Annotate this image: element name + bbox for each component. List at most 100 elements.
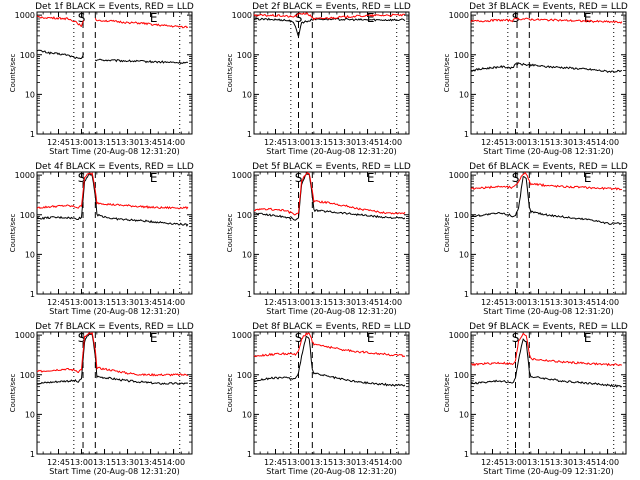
y-axis-label: Counts/sec [443,374,451,413]
x-tick-label: 12:45 [481,138,504,147]
series-line-lld [470,332,623,367]
y-tick-label: 1 [464,130,469,139]
y-tick-label: 100 [20,211,35,220]
marker-s: S [295,11,303,25]
chart-title: Det 5f BLACK = Events, RED = LLD [252,162,411,172]
plot-frame [253,11,410,135]
chart-panel-7: Det 7f BLACK = Events, RED = LLD 1 10 100 10… [9,322,194,476]
marker-s: S [512,171,520,185]
x-tick-label: 13:00 [70,138,93,147]
x-tick-label: 13:00 [70,298,93,307]
y-tick-label: 1 [30,130,35,139]
x-tick-label: 13:45 [573,458,596,467]
x-tick-label: 13:30 [116,138,139,147]
x-tick-label: 14:00 [162,458,185,467]
series-line-lld [37,331,188,377]
x-tick-label: 13:15 [527,298,550,307]
y-tick-label: 10 [25,90,35,99]
y-axis-label: Counts/sec [226,214,234,253]
marker-s: S [512,331,520,345]
x-axis-label: Start Time (20-Aug-08 12:31:20) [483,307,614,316]
chart-panel-1: Det 1f BLACK = Events, RED = LLD 1 10 100 10… [9,2,194,156]
x-axis-label: Start Time (20-Aug-08 12:31:20) [49,307,180,316]
x-tick-label: 13:45 [139,458,162,467]
series-line-lld [253,332,406,358]
y-tick-label: 1000 [449,331,469,340]
chart-panel-6: Det 6f BLACK = Events, RED = LLD 1 10 100 10… [443,162,628,316]
chart-title: Det 8f BLACK = Events, RED = LLD [252,322,411,332]
marker-e: E [584,11,592,25]
marker-s: S [78,11,86,25]
x-tick-label: 13:30 [333,458,356,467]
marker-e: E [150,11,158,25]
y-tick-label: 1000 [449,171,469,180]
marker-s: S [295,331,303,345]
y-axis-label: Counts/sec [226,374,234,413]
y-tick-label: 1000 [232,331,252,340]
y-axis-label: Counts/sec [9,54,17,93]
marker-e: E [367,11,375,25]
x-tick-label: 12:45 [47,138,70,147]
x-tick-label: 13:30 [333,298,356,307]
series-line-events [36,49,189,65]
x-tick-label: 13:00 [504,458,527,467]
chart-panel-5: Det 5f BLACK = Events, RED = LLD 1 10 100 10… [226,162,411,316]
x-tick-label: 12:45 [264,458,287,467]
y-axis-label: Counts/sec [9,374,17,413]
marker-s: S [295,171,303,185]
y-tick-label: 10 [242,410,252,419]
marker-e: E [584,171,592,185]
y-tick-label: 10 [242,250,252,259]
x-tick-label: 13:30 [550,138,573,147]
x-axis-label: Start Time (20-Aug-08 12:31:20) [49,147,180,156]
x-tick-label: 14:00 [596,458,619,467]
plot-frame [36,11,193,135]
y-tick-label: 100 [237,51,252,60]
x-tick-label: 13:15 [93,458,116,467]
x-tick-label: 13:45 [356,138,379,147]
y-tick-label: 1000 [15,171,35,180]
x-axis-label: Start Time (20-Aug-08 12:31:20) [266,467,397,476]
x-tick-label: 13:00 [70,458,93,467]
y-tick-label: 10 [459,410,469,419]
x-tick-label: 13:30 [116,458,139,467]
x-axis-label: Start Time (20-Aug-08 12:31:20) [266,147,397,156]
marker-e: E [150,331,158,345]
plot-frame [36,331,193,455]
y-tick-label: 100 [20,51,35,60]
chart-title: Det 3f BLACK = Events, RED = LLD [469,2,628,12]
chart-panel-9: Det 9f BLACK = Events, RED = LLD 1 10 100 10… [443,322,628,476]
y-tick-label: 100 [237,371,252,380]
chart-title: Det 9f BLACK = Events, RED = LLD [469,322,628,332]
chart-title: Det 7f BLACK = Events, RED = LLD [35,322,194,332]
y-tick-label: 100 [454,51,469,60]
y-tick-label: 1 [247,450,252,459]
y-tick-label: 1000 [449,11,469,20]
series-line-events [36,333,188,385]
x-tick-label: 13:15 [310,298,333,307]
y-tick-label: 100 [454,371,469,380]
chart-title: Det 1f BLACK = Events, RED = LLD [35,2,194,12]
plot-frame [470,11,627,135]
x-tick-label: 13:30 [116,298,139,307]
chart-panel-3: Det 3f BLACK = Events, RED = LLD 1 10 100 10… [443,2,628,156]
series-line-lld [253,12,406,21]
x-tick-label: 13:00 [287,138,310,147]
x-tick-label: 13:00 [287,458,310,467]
y-tick-label: 10 [25,250,35,259]
x-tick-label: 13:00 [504,138,527,147]
x-tick-label: 12:45 [264,298,287,307]
x-tick-label: 13:45 [573,138,596,147]
x-axis-label: Start Time (20-Aug-08 12:31:20) [49,467,180,476]
x-tick-label: 12:45 [47,458,70,467]
x-tick-label: 13:45 [356,298,379,307]
x-tick-label: 14:00 [379,298,402,307]
y-tick-label: 1000 [232,171,252,180]
series-line-events [253,335,406,387]
x-tick-label: 12:45 [481,298,504,307]
x-axis-label: Start Time (20-Aug-08 12:31:20) [483,147,614,156]
y-tick-label: 1 [247,290,252,299]
x-tick-label: 13:15 [527,138,550,147]
y-tick-label: 10 [25,410,35,419]
x-tick-label: 14:00 [596,138,619,147]
